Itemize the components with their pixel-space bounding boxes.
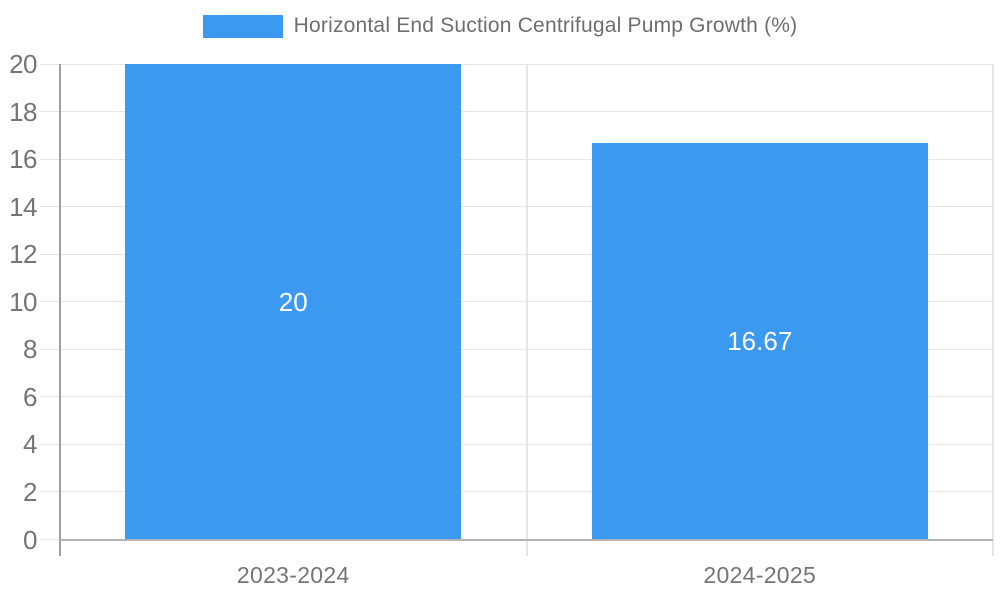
y-tick (40, 63, 60, 65)
y-tick-label: 6 (23, 381, 37, 412)
bar-2023-2024[interactable] (125, 64, 462, 540)
y-axis-line (59, 64, 61, 556)
y-tick (40, 539, 60, 540)
category-separator (525, 64, 528, 556)
y-tick (40, 158, 60, 160)
y-tick (40, 253, 60, 255)
legend: Horizontal End Suction Centrifugal Pump … (0, 14, 1000, 38)
y-tick-label: 14 (9, 191, 37, 222)
y-tick (40, 111, 60, 113)
legend-swatch-icon (202, 14, 283, 38)
x-axis-line (60, 538, 993, 541)
legend-item[interactable]: Horizontal End Suction Centrifugal Pump … (202, 14, 798, 38)
y-tick-label: 20 (9, 49, 37, 79)
legend-label: Horizontal End Suction Centrifugal Pump … (293, 14, 798, 37)
y-tick (40, 396, 60, 398)
bar-2024-2025[interactable] (591, 143, 928, 540)
category-separator (992, 64, 994, 556)
y-tick (40, 301, 60, 303)
bar-value-label: 16.67 (727, 326, 793, 357)
y-tick (40, 443, 60, 445)
y-tick (40, 491, 60, 493)
x-category-label: 2024-2025 (703, 562, 817, 588)
y-tick-label: 2 (23, 476, 37, 507)
y-tick-label: 12 (9, 239, 37, 270)
y-tick (40, 348, 60, 350)
y-tick-label: 18 (9, 96, 37, 127)
x-category-label: 2023-2024 (236, 562, 350, 588)
y-tick-label: 4 (23, 429, 37, 460)
y-tick-label: 8 (23, 334, 37, 365)
y-tick-label: 0 (23, 524, 37, 555)
bar-value-label: 20 (278, 286, 308, 317)
y-tick-label: 10 (9, 286, 37, 317)
y-tick-label: 16 (9, 144, 37, 175)
y-tick (40, 206, 60, 208)
